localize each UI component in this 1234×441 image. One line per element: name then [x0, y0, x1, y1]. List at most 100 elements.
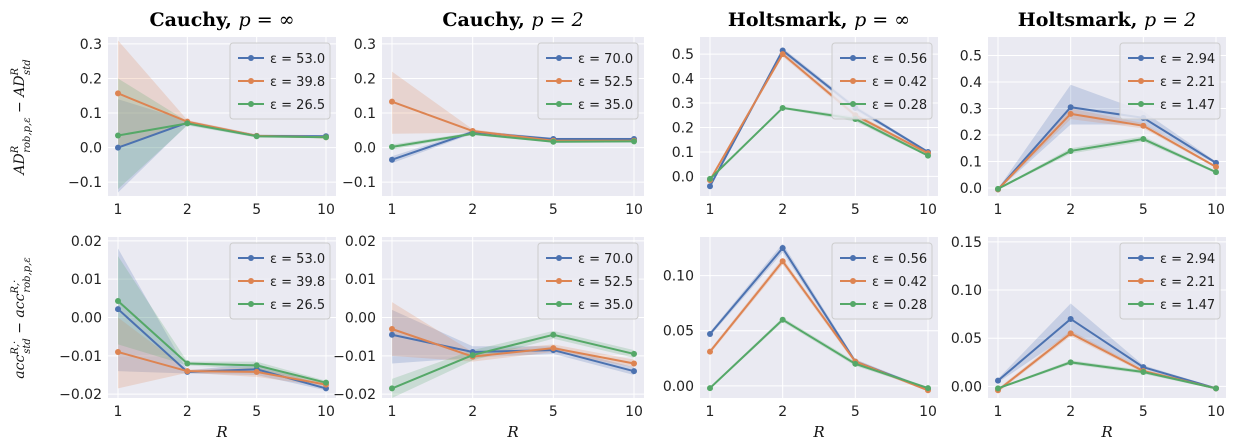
data-point	[389, 326, 395, 332]
series-line	[709, 106, 929, 180]
legend-label: ε = 53.0	[270, 52, 325, 67]
legend-label: ε = 2.94	[1160, 252, 1215, 267]
legend-box	[831, 242, 933, 320]
data-point	[115, 298, 121, 305]
confidence-band	[392, 309, 634, 375]
data-point	[995, 377, 1001, 384]
x-tick-label: 1	[706, 202, 715, 218]
data-point	[925, 152, 931, 159]
series-line	[997, 112, 1217, 191]
legend-marker	[248, 101, 254, 107]
series-line	[709, 52, 929, 181]
subplot-grid: −0.1 0.0 0.1 0.2 0.3 1 2 5 10 Cauchy, p = ∞ ε = 53…	[59, 9, 1226, 441]
data-point	[1067, 110, 1074, 117]
data-point	[707, 183, 713, 190]
legend-label: ε = 1.47	[1160, 98, 1215, 113]
series-line	[117, 300, 327, 384]
data-point	[779, 245, 786, 252]
legend: ε = 70.0 ε = 52.5 ε = 35.0	[537, 242, 639, 320]
data-point	[631, 138, 637, 145]
data-point	[469, 130, 476, 137]
legend-label: ε = 35.0	[578, 298, 633, 313]
data-point	[389, 98, 395, 105]
legend-box	[537, 42, 639, 120]
y-axis-label-text: accR,·std − accR,·rob,p,ε	[10, 257, 33, 378]
legend-label: ε = 35.0	[578, 98, 633, 113]
confidence-band	[998, 360, 1216, 390]
confidence-band	[118, 78, 326, 190]
x-axis-label: R	[215, 423, 227, 441]
confidence-band	[118, 99, 326, 193]
x-tick-label: 10	[919, 202, 937, 218]
x-tick-label: 2	[183, 202, 192, 218]
x-tick-label: 1	[114, 202, 123, 218]
x-tick-label: 2	[468, 202, 477, 218]
y-tick-label: 0.1	[672, 145, 694, 161]
legend-marker	[248, 255, 254, 261]
legend-box	[229, 242, 331, 320]
x-tick-label: 2	[1066, 404, 1075, 420]
legend-marker	[248, 301, 254, 307]
legend-marker	[248, 55, 254, 61]
data-point	[1067, 359, 1074, 366]
legend: ε = 0.56 ε = 0.42 ε = 0.28	[831, 42, 933, 120]
legend-label: ε = 2.21	[1160, 275, 1215, 290]
legend-label: ε = 70.0	[578, 52, 633, 67]
y-tick-label: 0.2	[960, 128, 982, 144]
series-line	[997, 137, 1217, 190]
x-tick-label: 5	[1139, 404, 1148, 420]
legend-marker	[248, 78, 254, 84]
subplot-title: Holtsmark, p = ∞	[728, 9, 910, 31]
y-tick-label: −0.02	[333, 387, 376, 403]
x-tick-label: 10	[919, 404, 937, 420]
data-point	[779, 104, 786, 111]
y-tick-label: 0.00	[663, 379, 694, 395]
legend: ε = 53.0 ε = 39.8 ε = 26.5	[229, 42, 331, 120]
subplot-0-1: −0.1 0.0 0.1 0.2 0.3 1 2 5 10 Cauchy, p = 2 ε = 70…	[342, 9, 644, 218]
x-axis-label: R	[812, 423, 824, 441]
x-tick-label: 1	[388, 404, 397, 420]
y-tick-label: −0.02	[59, 387, 102, 403]
y-tick-label: 0.0	[80, 141, 102, 157]
y-tick-label: 0.2	[80, 71, 102, 87]
x-tick-label: 5	[549, 404, 558, 420]
legend-marker	[1138, 255, 1144, 261]
data-point	[779, 258, 786, 265]
x-tick-label: 5	[549, 202, 558, 218]
data-point	[1213, 385, 1219, 392]
y-tick-label: 0.01	[345, 272, 376, 288]
y-tick-label: −0.1	[68, 175, 102, 191]
data-point	[389, 156, 395, 163]
subplot-0-0: −0.1 0.0 0.1 0.2 0.3 1 2 5 10 Cauchy, p = ∞ ε = 53…	[68, 9, 336, 218]
data-point	[115, 132, 121, 139]
legend-marker	[1138, 278, 1144, 284]
y-tick-label: 0.00	[71, 311, 102, 327]
subplot-title: Cauchy, p = ∞	[149, 9, 294, 31]
legend-label: ε = 39.8	[270, 75, 325, 90]
legend-marker	[556, 278, 562, 284]
x-tick-label: 5	[1139, 202, 1148, 218]
data-point	[779, 51, 786, 58]
legend: ε = 53.0 ε = 39.8 ε = 26.5	[229, 242, 331, 320]
legend-marker	[556, 55, 562, 61]
y-tick-label: 0.0	[354, 141, 376, 157]
x-tick-label: 2	[183, 404, 192, 420]
legend-label: ε = 0.28	[872, 98, 927, 113]
legend-marker	[1138, 78, 1144, 84]
data-point	[1140, 368, 1147, 375]
subplot-title: Cauchy, p = 2	[442, 9, 583, 31]
data-point	[707, 175, 713, 182]
legend-label: ε = 52.5	[578, 75, 633, 90]
data-point	[253, 362, 260, 369]
data-point	[115, 349, 121, 355]
y-tick-label: 0.4	[672, 72, 694, 88]
y-tick-label: 0.00	[951, 379, 982, 395]
data-point	[115, 144, 121, 151]
row-1-y-axis-label: accR,·std − accR,·rob,p,ε	[10, 257, 33, 378]
data-point	[323, 379, 329, 386]
legend-label: ε = 53.0	[270, 252, 325, 267]
y-tick-label: 0.05	[663, 324, 694, 340]
legend-marker	[1138, 101, 1144, 107]
